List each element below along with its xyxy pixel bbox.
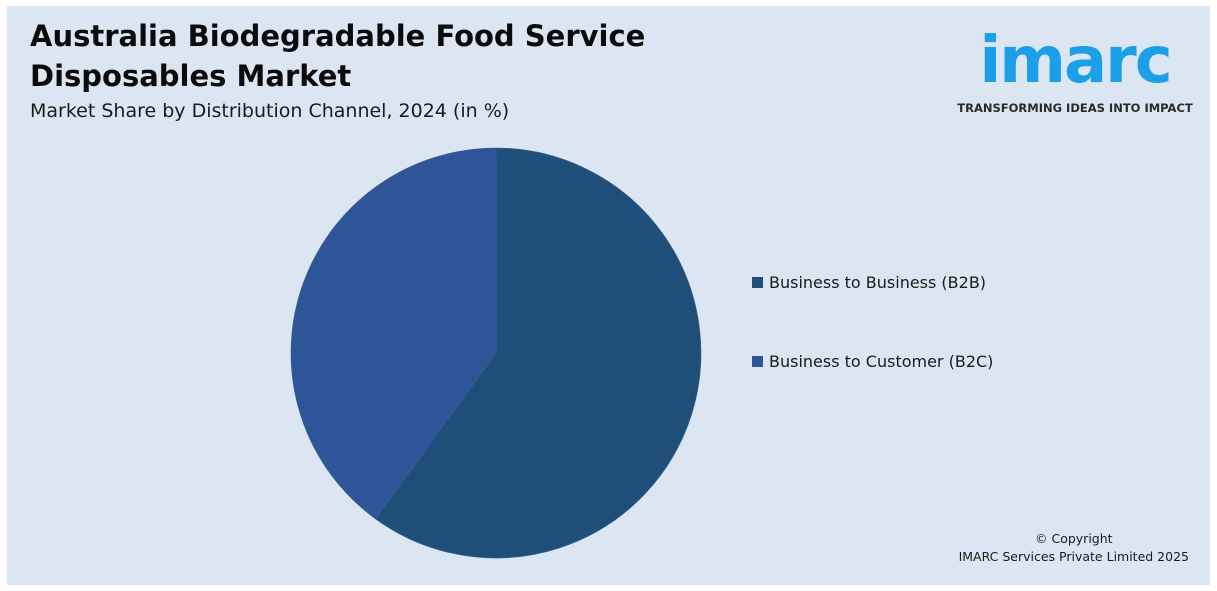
legend-label: Business to Customer (B2C) bbox=[769, 351, 994, 371]
chart-subtitle: Market Share by Distribution Channel, 20… bbox=[30, 100, 510, 122]
legend-swatch bbox=[752, 276, 763, 288]
legend-item-b2c: Business to Customer (B2C) bbox=[752, 347, 993, 375]
pie-slices bbox=[290, 147, 702, 559]
imarc-logo: imarc TRANSFORMING IDEAS INTO IMPACT bbox=[955, 10, 1195, 120]
copyright-line-1: © Copyright bbox=[1035, 531, 1113, 546]
legend-swatch bbox=[752, 355, 763, 367]
chart-legend: Business to Business (B2B) Business to Cu… bbox=[752, 268, 993, 426]
logo-tagline: TRANSFORMING IDEAS INTO IMPACT bbox=[957, 101, 1193, 115]
legend-label: Business to Business (B2B) bbox=[769, 272, 987, 292]
legend-item-b2b: Business to Business (B2B) bbox=[752, 268, 993, 296]
pie-slice-b2c bbox=[290, 147, 497, 520]
logo-wordmark: imarc bbox=[979, 24, 1172, 98]
pie-slice-b2b bbox=[375, 147, 702, 559]
chart-title: Australia Biodegradable Food Service Dis… bbox=[30, 19, 646, 93]
copyright-line-2: IMARC Services Private Limited 2025 bbox=[958, 549, 1189, 564]
copyright-notice: © Copyright IMARC Services Private Limit… bbox=[959, 530, 1189, 566]
